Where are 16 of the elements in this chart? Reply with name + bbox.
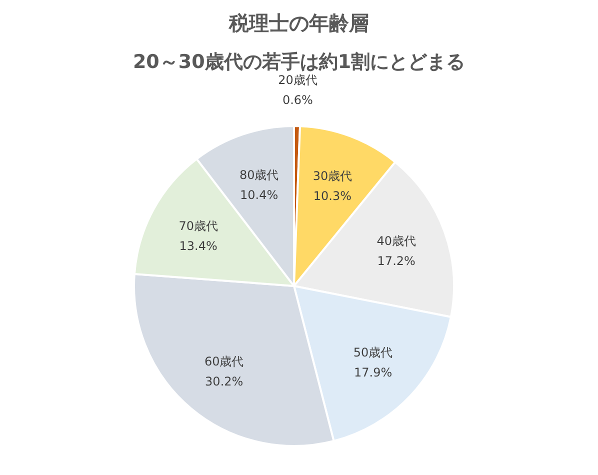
chart-subtitle: 20～30歳代の若手は約1割にとどまる	[132, 51, 466, 73]
slice-label: 30歳代	[312, 169, 352, 184]
slice-label: 40歳代	[376, 234, 416, 248]
data-label: 30.2%	[205, 374, 244, 388]
data-label: 10.4%	[240, 188, 278, 202]
slice-label: 70歳代	[178, 219, 218, 234]
data-label: 13.4%	[179, 239, 218, 254]
slice-label: 50歳代	[353, 346, 393, 360]
data-label: 17.9%	[354, 366, 392, 380]
chart-title: 税理士の年齢層	[228, 11, 369, 35]
slice-label: 60歳代	[204, 354, 244, 368]
data-label: 10.3%	[313, 189, 352, 204]
slice-label: 80歳代	[239, 168, 279, 182]
data-label: 17.2%	[377, 254, 416, 268]
data-label: 0.6%	[282, 93, 313, 108]
slice-label: 20歳代	[278, 73, 318, 88]
